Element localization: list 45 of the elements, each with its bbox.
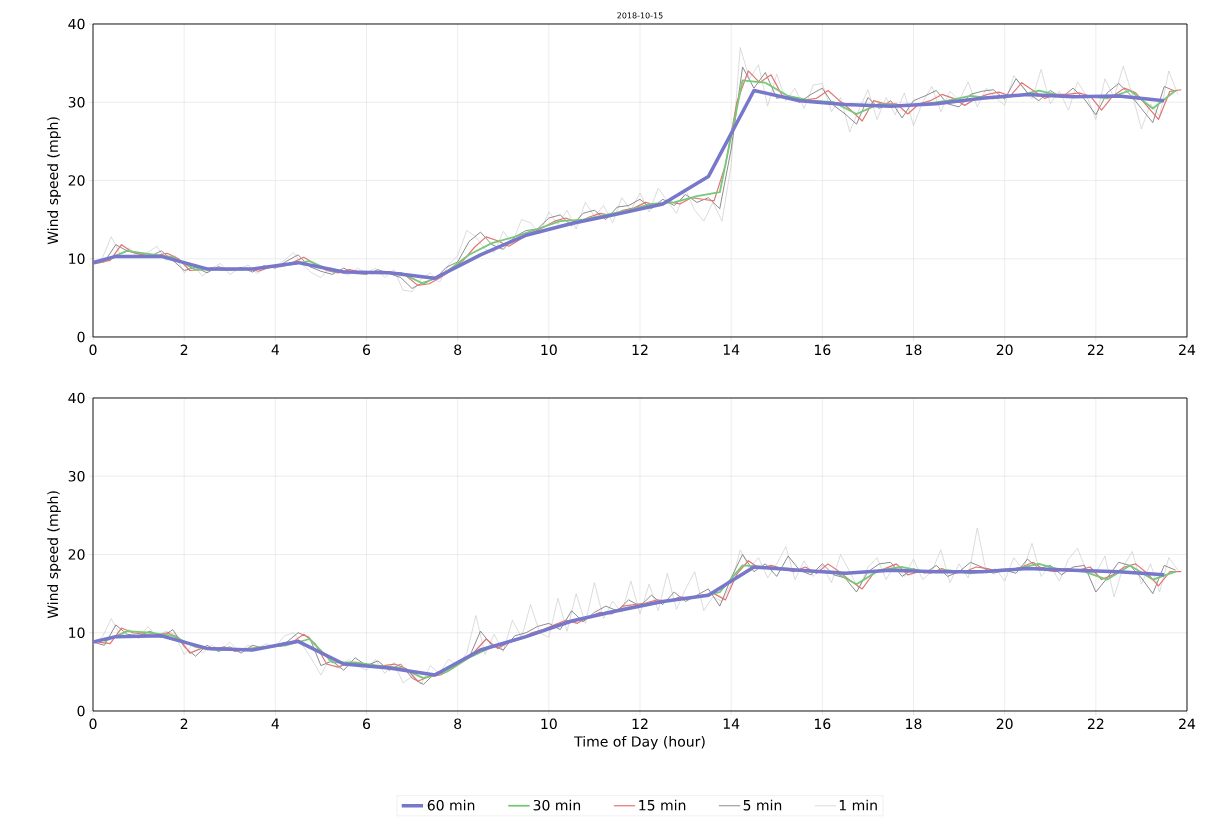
x-tick-label: 22 <box>1087 344 1104 355</box>
x-tick-label: 16 <box>814 344 831 356</box>
y-tick-label: 10 <box>69 253 85 265</box>
x-tick-label: 20 <box>996 344 1013 356</box>
y-tick-label: 20 <box>68 549 85 560</box>
y-tick-label: 0 <box>77 331 85 343</box>
x-tick-label: 16 <box>814 718 831 730</box>
x-tick-label: 10 <box>541 344 557 356</box>
y-axis-title: Wind speed (mph) <box>47 491 61 619</box>
y-tick-label: 10 <box>69 627 85 639</box>
x-tick-label: 10 <box>541 718 557 730</box>
x-tick-label: 14 <box>723 718 740 729</box>
x-tick-label: 18 <box>906 718 922 730</box>
x-tick-label: 24 <box>1179 718 1196 729</box>
y-tick-label: 40 <box>68 392 85 404</box>
legend-label: 30 min <box>533 799 581 811</box>
x-tick-label: 8 <box>454 718 462 730</box>
x-axis-title: Time of Day (hour) <box>574 735 705 750</box>
x-tick-label: 14 <box>723 344 740 355</box>
legend-label: 5 min <box>743 799 782 811</box>
y-tick-label: 30 <box>68 470 85 482</box>
x-tick-label: 20 <box>996 718 1013 730</box>
y-tick-label: 30 <box>68 96 85 108</box>
y-axis-title: Wind speed (mph) <box>47 117 61 245</box>
x-tick-label: 6 <box>363 718 371 730</box>
legend-label: 1 min <box>839 799 877 811</box>
x-tick-label: 2 <box>180 718 188 729</box>
y-tick-label: 0 <box>77 705 85 717</box>
legend-label: 15 min <box>639 799 686 811</box>
x-tick-label: 12 <box>632 344 648 355</box>
x-tick-label: 0 <box>89 344 97 356</box>
x-tick-label: 24 <box>1179 344 1196 355</box>
legend-label: 60 min <box>427 799 475 811</box>
y-tick-label: 40 <box>68 18 85 30</box>
y-tick-label: 20 <box>68 175 85 186</box>
x-tick-label: 4 <box>271 718 280 729</box>
chart-title: 2018-10-15 <box>617 12 663 19</box>
x-tick-label: 12 <box>632 718 648 729</box>
x-tick-label: 0 <box>89 718 97 730</box>
x-tick-label: 8 <box>454 344 462 356</box>
x-tick-label: 4 <box>271 344 280 355</box>
x-tick-label: 2 <box>180 344 188 355</box>
x-tick-label: 6 <box>363 344 371 356</box>
x-tick-label: 22 <box>1087 718 1104 729</box>
x-tick-label: 18 <box>906 344 922 356</box>
